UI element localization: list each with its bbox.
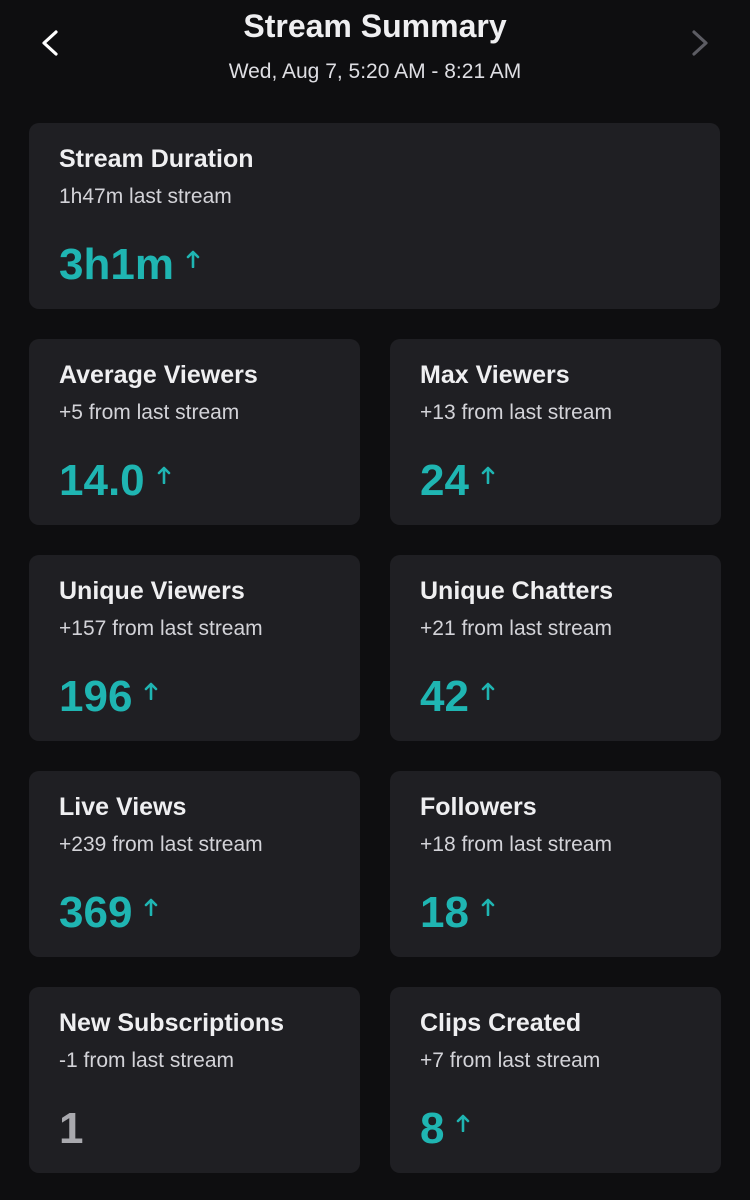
stat-card: Stream Duration 1h47m last stream 3h1m	[29, 123, 720, 309]
card-subtitle: +13 from last stream	[420, 401, 612, 424]
card-value-row: 369	[59, 888, 158, 938]
trend-up-icon	[481, 466, 495, 484]
card-title: Clips Created	[420, 1009, 582, 1037]
trend-up-icon	[145, 898, 158, 916]
date-range: Wed, Aug 7, 5:20 AM - 8:21 AM	[228, 60, 522, 83]
stat-card: Average Viewers +5 from last stream 14.0	[29, 339, 360, 525]
stat-card: Max Viewers +13 from last stream 24	[390, 339, 721, 525]
stat-card: Unique Viewers +157 from last stream 196	[29, 555, 360, 741]
card-value: 24	[420, 456, 469, 505]
card-title: Unique Chatters	[420, 577, 614, 605]
card-value-row: 18	[420, 888, 495, 938]
card-subtitle: +239 from last stream	[59, 833, 263, 856]
stat-card: New Subscriptions -1 from last stream 1	[29, 987, 360, 1173]
trend-up-icon	[481, 682, 495, 700]
trend-up-icon	[457, 1114, 470, 1132]
back-button[interactable]	[38, 28, 62, 58]
card-subtitle: +18 from last stream	[420, 833, 612, 856]
trend-up-icon	[186, 250, 200, 268]
card-title: Stream Duration	[59, 145, 254, 173]
card-subtitle: +5 from last stream	[59, 401, 240, 424]
card-title: Average Viewers	[59, 361, 258, 389]
card-value: 14.0	[59, 456, 145, 505]
card-value-row: 24	[420, 456, 495, 506]
card-value: 1	[59, 1104, 84, 1153]
trend-up-icon	[481, 898, 495, 916]
card-value-row: 3h1m	[59, 240, 200, 290]
card-value: 8	[420, 1104, 445, 1153]
card-value: 42	[420, 672, 469, 721]
card-subtitle: +7 from last stream	[420, 1049, 601, 1072]
card-title: Max Viewers	[420, 361, 570, 389]
trend-up-icon	[157, 466, 170, 484]
card-subtitle: +157 from last stream	[59, 617, 263, 640]
card-title: Unique Viewers	[59, 577, 245, 605]
stat-card: Unique Chatters +21 from last stream 42	[390, 555, 721, 741]
trend-up-icon	[145, 682, 158, 700]
card-value-row: 1	[59, 1104, 83, 1154]
card-value: 196	[59, 672, 133, 721]
card-value-row: 14.0	[59, 456, 171, 506]
stat-card: Live Views +239 from last stream 369	[29, 771, 360, 957]
stat-card: Followers +18 from last stream 18	[390, 771, 721, 957]
card-title: New Subscriptions	[59, 1009, 285, 1037]
card-subtitle: +21 from last stream	[420, 617, 612, 640]
card-title: Live Views	[59, 793, 187, 821]
stat-card: Clips Created +7 from last stream 8	[390, 987, 721, 1173]
card-value: 18	[420, 888, 469, 937]
card-value-row: 8	[420, 1104, 470, 1154]
card-value-row: 42	[420, 672, 495, 722]
card-title: Followers	[420, 793, 537, 821]
card-value: 369	[59, 888, 133, 937]
card-value: 3h1m	[59, 240, 174, 289]
next-button[interactable]	[688, 28, 712, 58]
card-subtitle: -1 from last stream	[59, 1049, 235, 1072]
card-subtitle: 1h47m last stream	[59, 185, 232, 208]
card-value-row: 196	[59, 672, 158, 722]
title: Stream Summary	[243, 8, 507, 44]
